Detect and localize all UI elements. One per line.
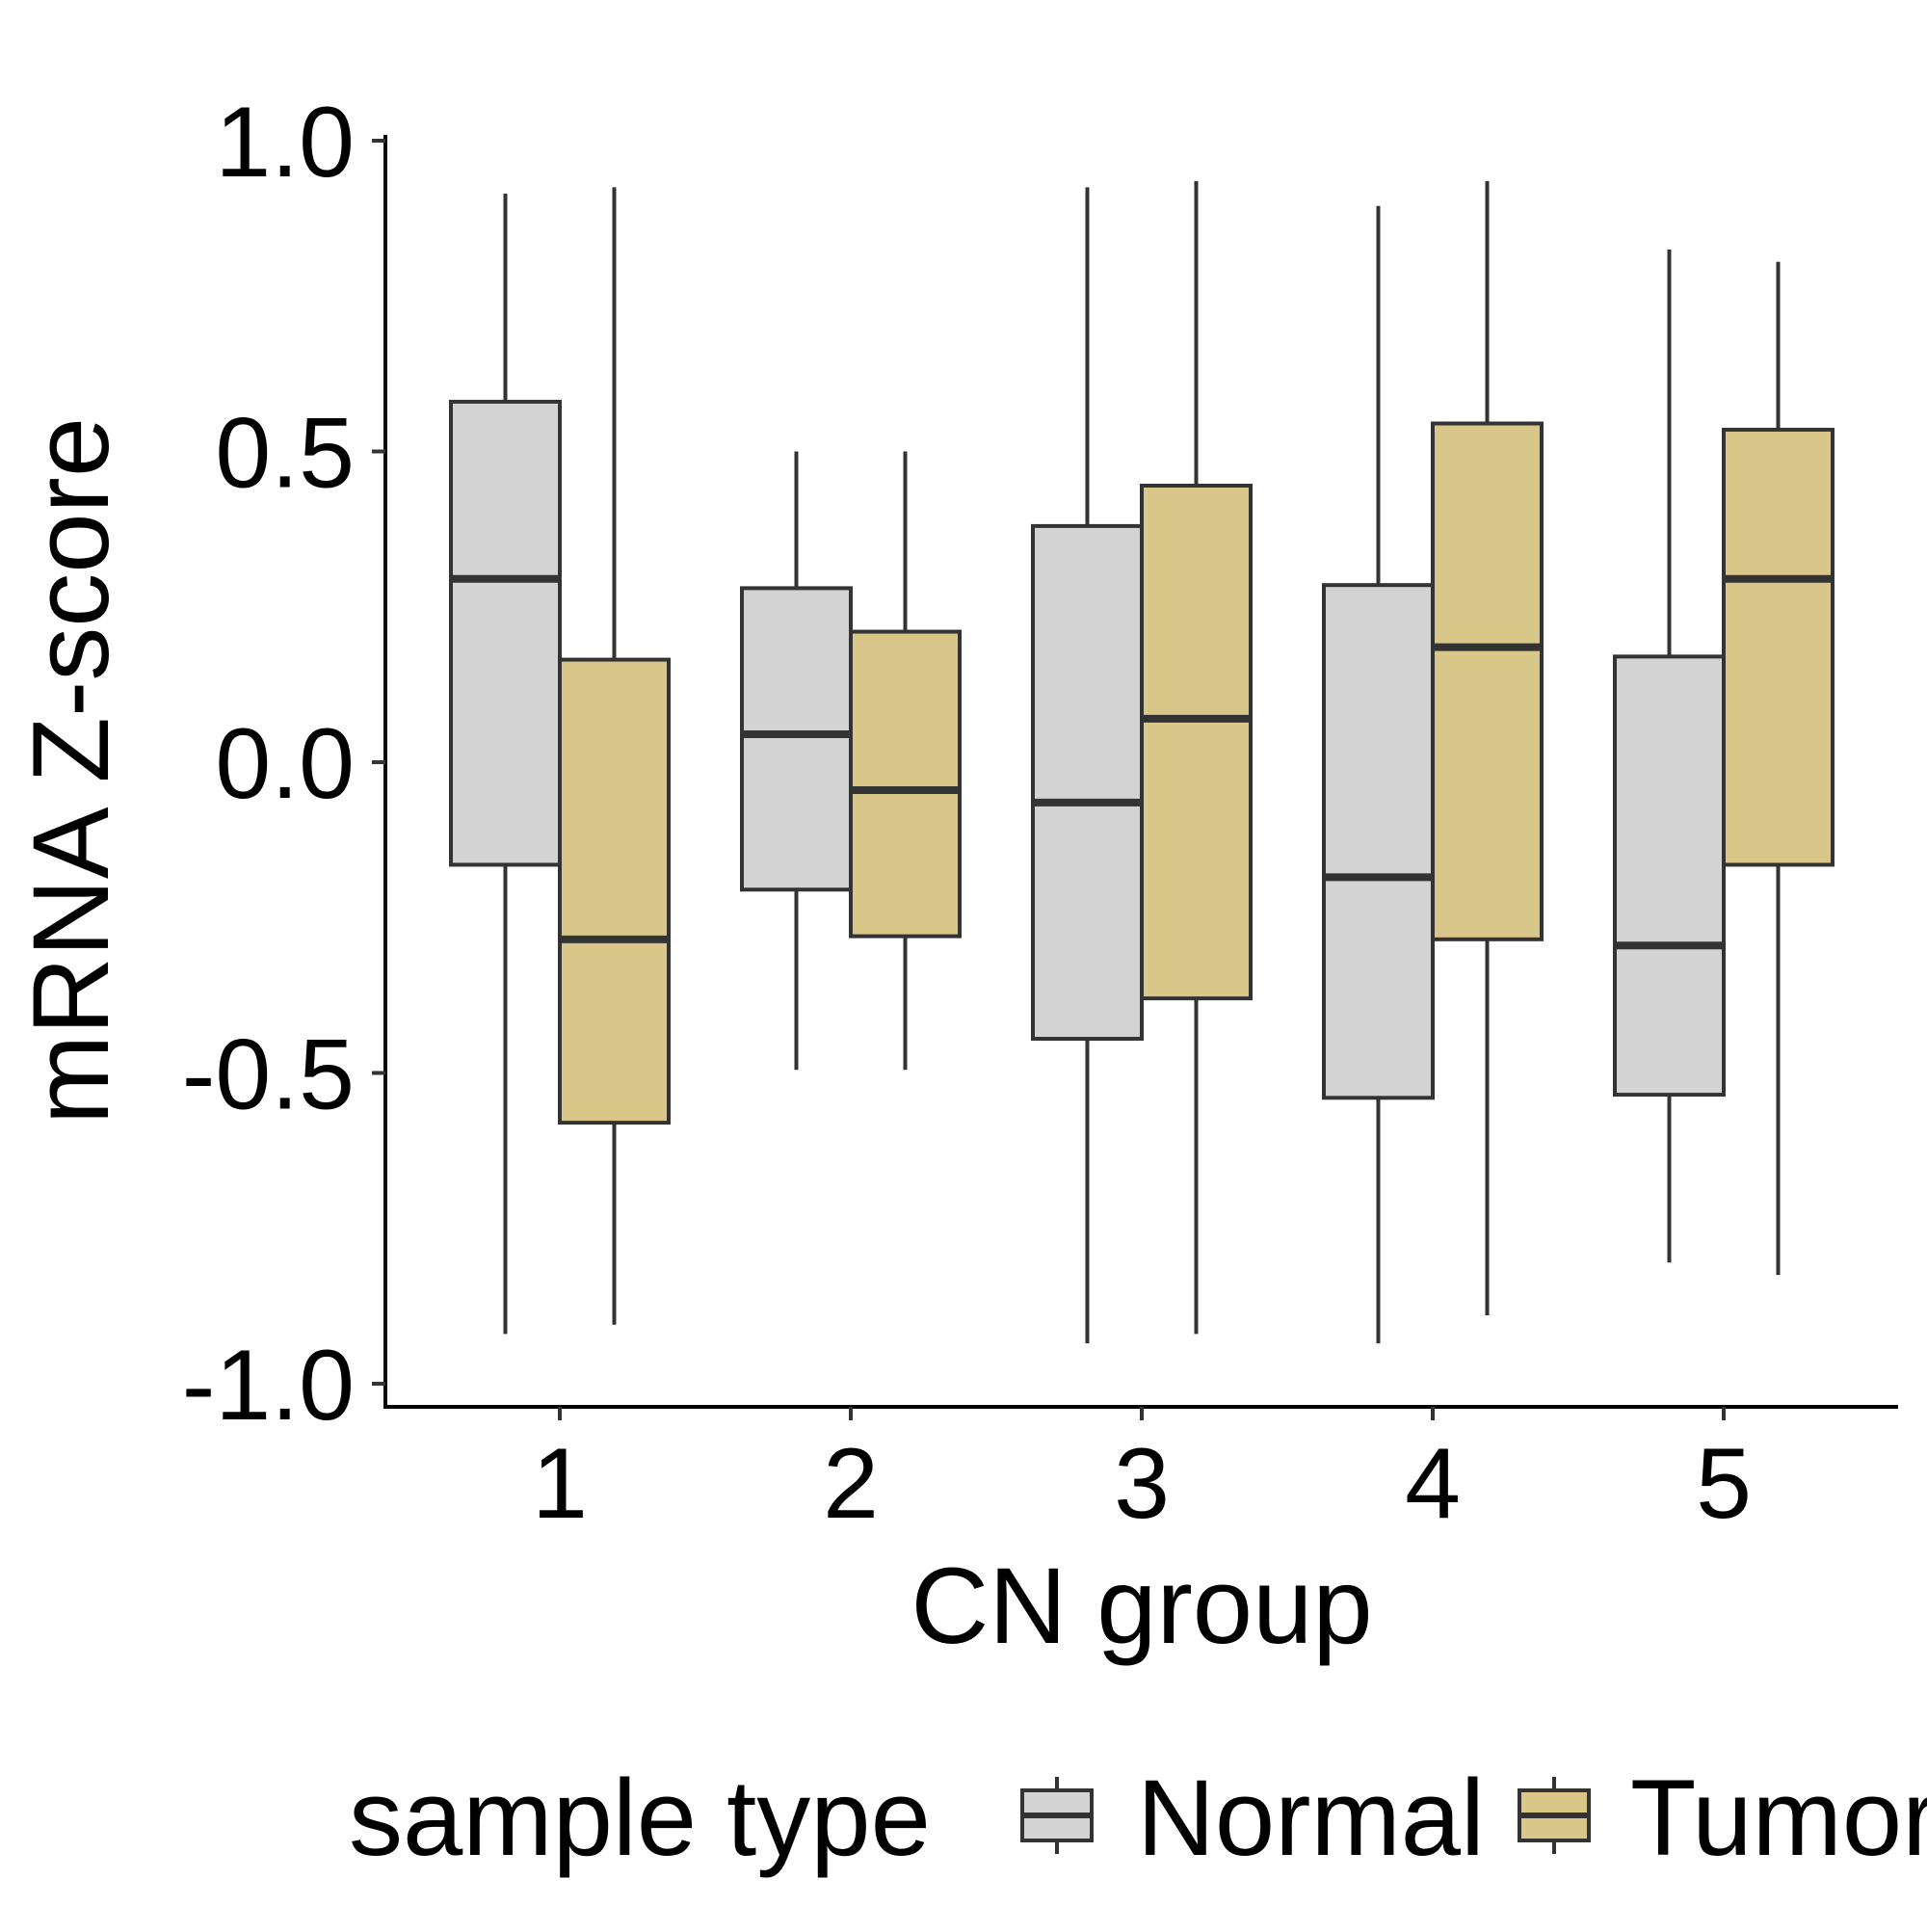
iqr-box [449,399,562,867]
legend-label-normal: Normal [1137,1758,1485,1878]
boxplot-tumor-group-4 [1431,180,1544,1316]
x-tick-label: 2 [823,1428,879,1540]
boxplot-tumor-group-5 [1722,261,1835,1276]
boxplot-tumor-group-1 [558,187,671,1325]
iqr-box [849,629,962,939]
boxplot-tumor-group-2 [849,451,962,1071]
legend-key-normal [1020,1777,1094,1854]
iqr-box [558,657,671,1125]
iqr-box [1613,654,1726,1098]
iqr-box [1722,427,1835,867]
iqr-box [740,586,853,892]
x-tick-label: 3 [1114,1428,1170,1540]
boxplot-normal-group-2 [740,451,853,1071]
x-tick-label: 1 [532,1428,588,1540]
iqr-box [1322,583,1435,1100]
boxplot-normal-group-4 [1322,205,1435,1344]
axes: 1.0 0.5 0.0 -0.5 -1.0 1 2 3 4 5 [182,87,1898,1540]
boxplot-normal-group-1 [449,193,562,1335]
legend: sample type Normal Tumor [349,1758,1927,1878]
y-tick-label: -1.0 [182,1330,355,1442]
x-tick-label: 5 [1696,1428,1752,1540]
x-axis-title: CN group [911,1546,1372,1666]
iqr-box [1031,523,1144,1042]
y-axis-title: mRNA Z-score [11,417,131,1125]
y-tick-label: 0.0 [215,708,355,820]
y-tick-label: -0.5 [182,1019,355,1131]
legend-title: sample type [349,1758,931,1878]
boxplot-normal-group-3 [1031,187,1144,1344]
boxplot-tumor-group-3 [1140,180,1253,1335]
boxplot-normal-group-5 [1613,249,1726,1263]
x-tick-label: 4 [1405,1428,1461,1540]
legend-key-tumor [1518,1777,1591,1854]
plot-area [449,180,1835,1344]
y-tick-label: 1.0 [215,87,355,198]
iqr-box [1140,483,1253,1001]
iqr-box [1431,421,1544,941]
legend-label-tumor: Tumor [1630,1758,1927,1878]
y-tick-label: 0.5 [215,398,355,510]
